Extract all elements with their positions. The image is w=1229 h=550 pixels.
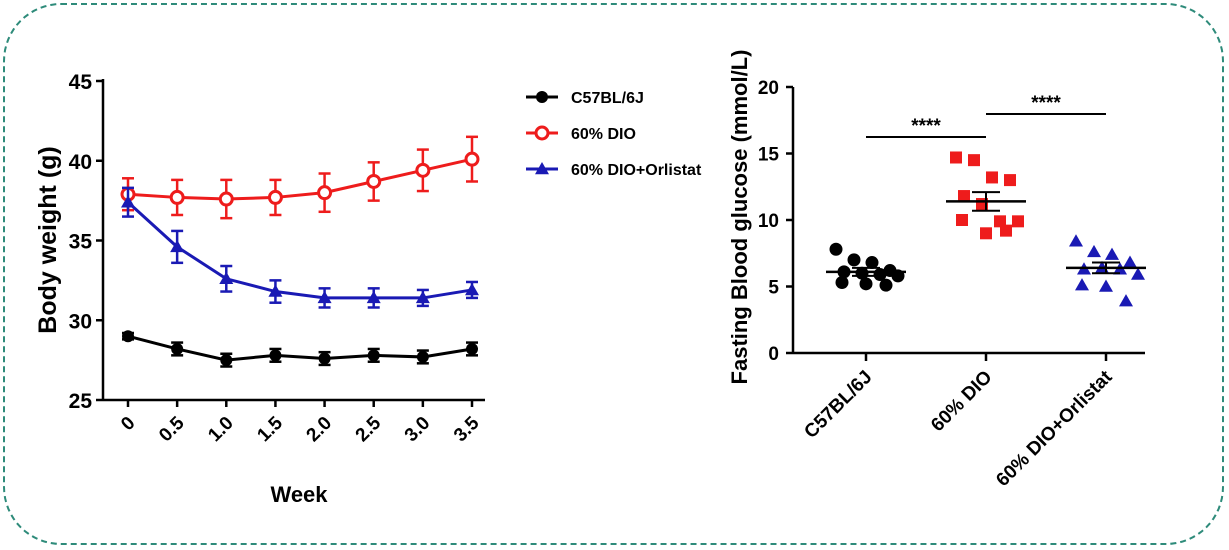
left-y-tick-label: 30 [69, 310, 92, 333]
figure-frame [3, 3, 1224, 545]
data-point [958, 190, 970, 203]
legend-marker [536, 91, 548, 103]
series-c57bl-6j [122, 330, 478, 368]
data-point [366, 290, 381, 304]
right-y-tick-label: 0 [768, 344, 779, 365]
data-point [1069, 234, 1083, 247]
legend-label: C57BL/6J [571, 90, 644, 107]
data-point [1119, 294, 1133, 307]
data-point [1000, 224, 1012, 237]
left-x-tick-label: 0.5 [155, 412, 189, 446]
data-point [847, 253, 861, 267]
data-point [267, 189, 283, 205]
data-point [466, 342, 478, 355]
left-x-tick-label: 1.0 [204, 413, 238, 447]
data-point [986, 171, 998, 184]
data-point [994, 215, 1006, 228]
data-point [879, 278, 893, 292]
series-60-dio [120, 135, 480, 220]
data-point [269, 349, 282, 362]
right-x-tick-label: 60% DIO+Orlistat [992, 366, 1117, 491]
data-point [956, 214, 968, 226]
right-y-tick-label: 10 [758, 211, 779, 232]
legend-item: 60% DIO+Orlistat [526, 162, 702, 179]
left-y-tick-label: 45 [69, 71, 93, 94]
data-point [121, 195, 135, 208]
series-line [127, 334, 473, 362]
left-x-tick-label: 1.5 [253, 412, 287, 446]
legend-item: 60% DIO [526, 125, 636, 143]
data-point [367, 349, 380, 362]
series-line [126, 201, 473, 300]
data-point [219, 271, 234, 285]
data-point [170, 239, 185, 253]
significance-label: **** [1031, 93, 1061, 114]
data-point [465, 282, 479, 296]
data-point [1099, 279, 1113, 292]
data-point [859, 277, 873, 291]
legend-label: 60% DIO+Orlistat [571, 162, 702, 179]
data-point [835, 276, 849, 290]
data-point [829, 242, 843, 256]
legend-marker [535, 162, 549, 175]
data-point [171, 342, 184, 355]
data-point [464, 151, 480, 167]
significance-label: **** [911, 116, 941, 137]
group-c57bl-6j [826, 242, 906, 292]
data-point [415, 290, 430, 304]
left-y-tick-label: 25 [69, 390, 93, 413]
left-y-tick-label: 40 [69, 151, 92, 174]
right-y-tick-label: 5 [768, 278, 779, 299]
data-point [1105, 247, 1119, 260]
data-point [1075, 278, 1089, 291]
left-x-axis-label: Week [270, 482, 328, 507]
group-60-dio-orlistat [1066, 234, 1146, 307]
left-x-tick-label: 3.0 [401, 413, 435, 447]
data-point [318, 352, 331, 365]
left-y-tick-label: 35 [69, 231, 93, 254]
data-point [416, 350, 429, 363]
legend: C57BL/6J 60% DIO 60% DIO+Orlistat [526, 90, 702, 179]
right-y-axis-label: Fasting Blood glucose (mmol/L) [727, 50, 752, 385]
right-x-tick-label: 60% DIO [927, 367, 996, 436]
data-point [268, 284, 283, 297]
data-point [1012, 215, 1024, 228]
data-point [169, 189, 185, 205]
series-60-dio-orlistat [121, 186, 479, 309]
data-point [218, 191, 234, 207]
body-weight-chart: 25 30 35 40 45 0 0.5 1.0 1.5 2.0 2.5 3.0 3.5 Body w… [34, 71, 485, 507]
series-line [127, 157, 473, 201]
data-point [122, 330, 134, 343]
right-x-tick-label: C57BL/6J [800, 367, 876, 443]
data-point [1087, 244, 1101, 258]
data-point [1131, 267, 1145, 280]
legend-label: 60% DIO [571, 126, 636, 143]
data-point [1123, 255, 1137, 268]
left-y-axis-label: Body weight (g) [34, 146, 62, 333]
left-x-tick-label: 0 [117, 413, 139, 435]
data-point [950, 151, 962, 164]
data-point [980, 227, 992, 240]
data-point [317, 290, 332, 304]
data-point [317, 185, 333, 201]
legend-item: C57BL/6J [526, 90, 644, 107]
data-point [968, 154, 980, 167]
data-point [865, 256, 879, 270]
group-60-dio [946, 151, 1026, 240]
data-point [220, 354, 233, 367]
right-y-tick-label: 15 [758, 145, 780, 166]
data-point [366, 173, 382, 189]
right-y-tick-label: 20 [758, 78, 779, 99]
data-point [415, 162, 431, 178]
left-x-tick-label: 3.5 [450, 412, 484, 446]
left-x-tick-label: 2.5 [352, 412, 386, 446]
left-x-tick-label: 2.0 [303, 413, 337, 447]
data-point [1004, 174, 1016, 187]
legend-marker [534, 125, 550, 141]
